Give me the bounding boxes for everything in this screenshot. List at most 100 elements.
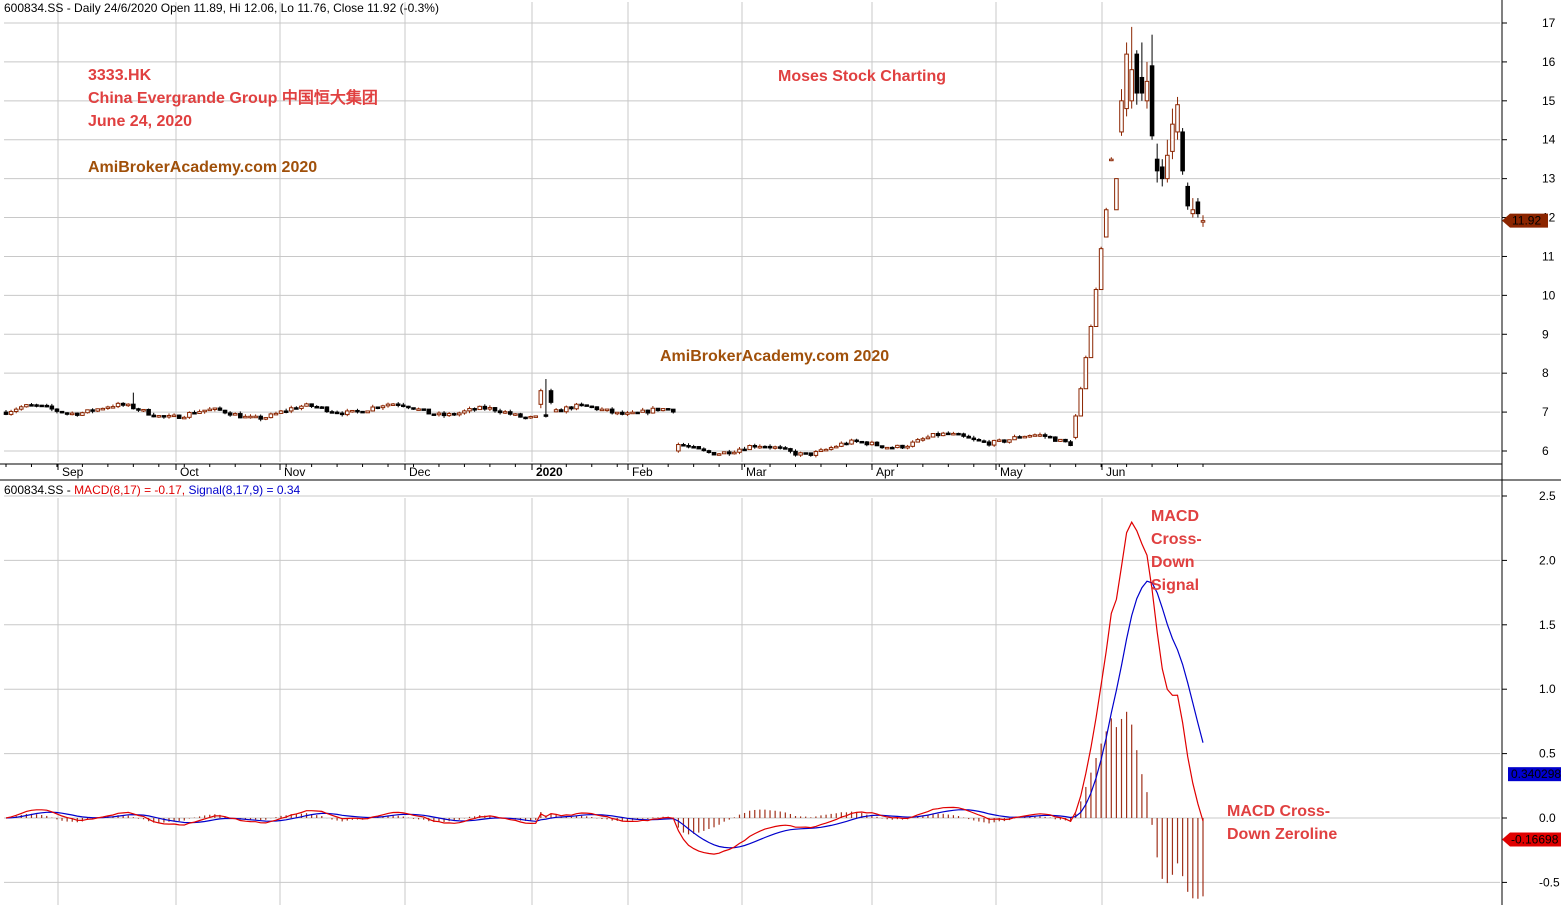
month-label-oct: Oct bbox=[180, 465, 199, 479]
last-close-tag: 11.92 bbox=[1502, 213, 1548, 228]
price-candle bbox=[314, 405, 319, 409]
price-candle bbox=[1093, 287, 1099, 327]
price-candle bbox=[1037, 432, 1043, 438]
price-candle bbox=[1047, 435, 1053, 439]
price-candle bbox=[75, 412, 80, 417]
macd-value-label: -0.16698 bbox=[1511, 833, 1559, 847]
price-candle bbox=[401, 402, 406, 408]
price-candle bbox=[1159, 159, 1165, 187]
price-candle bbox=[441, 411, 447, 418]
price-candle bbox=[283, 408, 289, 414]
macd-header-macd: MACD(8,17) = -0.17, bbox=[74, 483, 188, 497]
price-candle bbox=[1032, 433, 1038, 437]
price-candle bbox=[1134, 50, 1140, 105]
price-candle bbox=[900, 444, 905, 449]
price-candle bbox=[85, 409, 90, 414]
price-candle bbox=[1042, 432, 1048, 439]
price-candle bbox=[324, 406, 330, 413]
price-candle bbox=[716, 452, 722, 456]
price-candle bbox=[645, 409, 651, 416]
annotation-macd-signal-line-3: Down bbox=[1151, 554, 1195, 571]
price-candle bbox=[996, 438, 1002, 442]
price-candle bbox=[462, 409, 467, 415]
price-candle bbox=[1078, 386, 1084, 417]
price-candle bbox=[589, 405, 595, 409]
price-candle bbox=[207, 406, 213, 412]
price-candle bbox=[655, 407, 661, 412]
price-ytick-label: 17 bbox=[1542, 16, 1556, 30]
price-candle bbox=[813, 450, 819, 458]
price-candle bbox=[431, 413, 437, 416]
price-candle bbox=[1098, 246, 1104, 291]
price-candle bbox=[788, 447, 793, 454]
price-candle bbox=[1073, 414, 1078, 440]
price-candle bbox=[339, 411, 345, 417]
price-candle bbox=[777, 444, 783, 450]
price-candle bbox=[1185, 182, 1191, 210]
price-candle bbox=[890, 446, 895, 450]
price-candle bbox=[436, 411, 442, 417]
price-candle bbox=[864, 441, 870, 447]
price-candle bbox=[507, 409, 513, 416]
price-candle bbox=[558, 408, 564, 413]
price-candle bbox=[599, 407, 605, 412]
annotation-site-mid: AmiBrokerAcademy.com 2020 bbox=[660, 348, 889, 365]
price-candle bbox=[833, 445, 839, 449]
price-candle bbox=[1195, 198, 1201, 218]
price-candle bbox=[1068, 440, 1073, 447]
price-candle bbox=[513, 413, 518, 416]
price-candle bbox=[640, 407, 645, 413]
price-candle bbox=[630, 410, 635, 415]
price-candle bbox=[472, 407, 477, 412]
price-ytick-label: 16 bbox=[1542, 55, 1556, 69]
price-candle bbox=[803, 452, 808, 455]
price-candle bbox=[161, 415, 167, 419]
price-candle bbox=[609, 407, 615, 415]
price-candle bbox=[166, 413, 172, 419]
price-candle bbox=[8, 409, 14, 416]
price-candle bbox=[1002, 439, 1007, 444]
price-candle bbox=[1007, 439, 1012, 444]
macd-header-signal: Signal(8,17,9) = 0.34 bbox=[188, 483, 300, 497]
price-candle bbox=[828, 445, 834, 451]
price-candle bbox=[701, 447, 707, 452]
price-candle bbox=[696, 446, 702, 450]
price-candle bbox=[946, 431, 951, 436]
price-candle bbox=[39, 404, 44, 408]
price-candle bbox=[818, 447, 824, 453]
price-candle bbox=[344, 408, 350, 417]
price-candle bbox=[1139, 42, 1145, 101]
price-ytick-label: 7 bbox=[1542, 405, 1549, 419]
macd-header-prefix: 600834.SS - bbox=[4, 483, 74, 497]
price-candle bbox=[105, 405, 111, 410]
price-candle bbox=[110, 404, 116, 409]
macd-ytick-label: 2.0 bbox=[1539, 553, 1556, 567]
price-candle bbox=[895, 444, 900, 449]
price-candle bbox=[1154, 143, 1160, 183]
macd-ytick-label: -0.5 bbox=[1539, 875, 1560, 889]
price-candle bbox=[222, 409, 228, 415]
signal-line bbox=[5, 580, 1204, 849]
price-candle bbox=[446, 411, 452, 417]
price-candle bbox=[1170, 108, 1175, 160]
price-candle bbox=[625, 410, 630, 417]
price-candle bbox=[248, 414, 253, 419]
price-candle bbox=[263, 417, 269, 421]
price-candle bbox=[268, 412, 274, 419]
price-candle bbox=[1165, 139, 1170, 183]
price-candle bbox=[156, 415, 162, 418]
price-candle bbox=[451, 412, 457, 416]
price-candle bbox=[1175, 96, 1180, 140]
price-candle bbox=[54, 408, 60, 414]
price-candle bbox=[406, 405, 411, 410]
price-candle bbox=[1058, 438, 1063, 442]
price-candle bbox=[884, 446, 890, 450]
price-candle bbox=[288, 405, 294, 414]
price-candle bbox=[966, 434, 971, 439]
price-candle bbox=[660, 408, 666, 412]
price-candle bbox=[548, 388, 554, 405]
price-candle bbox=[192, 410, 197, 415]
price-candle bbox=[13, 407, 19, 414]
